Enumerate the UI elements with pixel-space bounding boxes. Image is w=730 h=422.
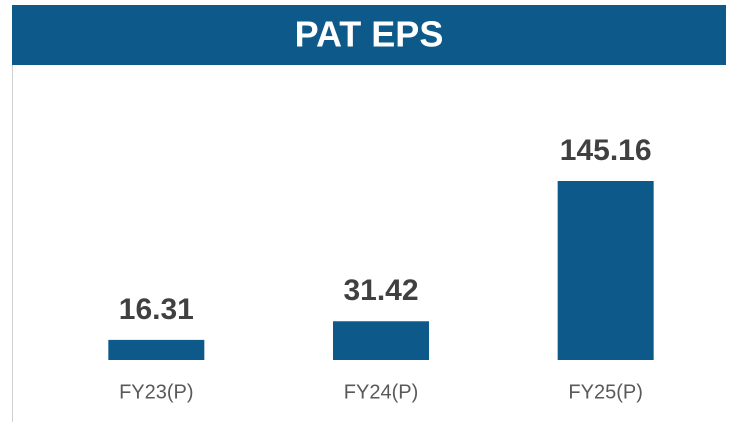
chart-title: PAT EPS [295, 14, 444, 55]
bar [108, 339, 205, 360]
x-tick-label: FY24(P) [344, 381, 418, 403]
value-label: 145.16 [560, 134, 652, 167]
x-tick-label: FY23(P) [119, 381, 193, 403]
value-label: 31.42 [343, 274, 418, 307]
value-label: 16.31 [119, 293, 194, 326]
x-tick-label: FY25(P) [568, 381, 642, 403]
bar [557, 181, 654, 360]
bar [333, 321, 429, 360]
title-banner [12, 5, 726, 65]
